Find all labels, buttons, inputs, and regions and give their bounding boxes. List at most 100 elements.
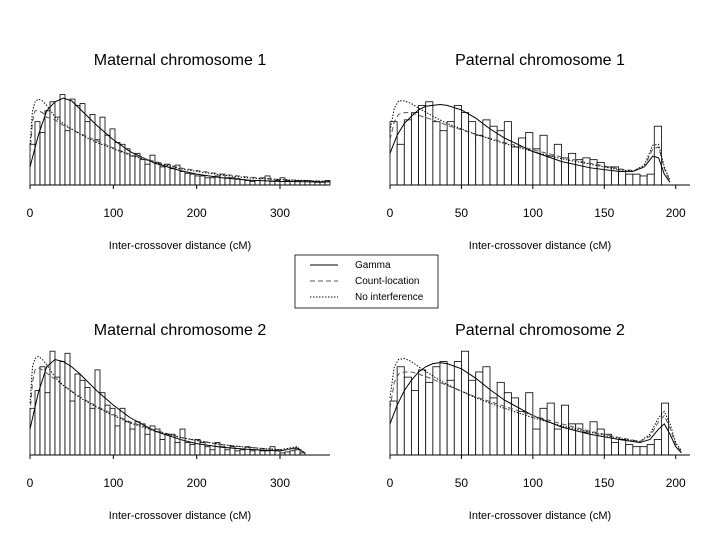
histogram-bar [204, 177, 211, 186]
histogram-bar [503, 121, 512, 186]
x-tick-label: 0 [387, 206, 394, 220]
histogram-bar [396, 366, 405, 456]
legend-label-count-location: Count-location [355, 276, 419, 287]
histogram-bar [74, 373, 81, 456]
x-tick-label: 50 [455, 206, 469, 220]
histogram-bar [204, 446, 211, 456]
histogram-bar [646, 173, 655, 186]
x-tick-label: 100 [103, 476, 123, 490]
histogram-bar [89, 114, 96, 186]
histogram-bar [54, 116, 61, 186]
x-tick-label: 300 [270, 206, 290, 220]
curve-gamma [389, 103, 671, 183]
histogram-bar [84, 121, 91, 186]
histogram-bar [539, 407, 548, 456]
histogram-bar [104, 134, 111, 186]
histogram-bar [553, 143, 562, 186]
histogram-bars [389, 101, 662, 186]
histogram-bar [189, 444, 196, 456]
histogram-bar [496, 381, 505, 456]
histogram-bar [239, 179, 246, 186]
histogram-bar [89, 407, 96, 456]
histogram-bar [403, 119, 412, 186]
histogram-bar [525, 392, 534, 456]
histogram-bar [618, 171, 627, 186]
histogram-bar [159, 166, 166, 186]
histogram-bar [194, 439, 201, 456]
histogram-bar [532, 428, 541, 456]
histogram-bar [44, 392, 51, 456]
x-tick-label: 300 [270, 476, 290, 490]
x-axis: 0 50 100 150 200 [387, 184, 690, 220]
histogram-bar [418, 369, 427, 456]
histogram-bar [618, 439, 627, 456]
panel-maternal-chromosome-1: Maternal chromosome 1 0 100 200 300 Inter-c… [27, 52, 331, 252]
histogram-bar [124, 421, 131, 456]
histogram-bar [59, 94, 66, 186]
x-axis-label: Inter-crossover distance (cM) [109, 510, 251, 522]
histogram-bar [475, 134, 484, 186]
histogram-bar [79, 103, 86, 186]
histogram-bar [274, 450, 281, 456]
histogram-bar [568, 152, 577, 186]
histogram-bar [209, 177, 216, 186]
density-curves [29, 97, 331, 183]
histogram-bar [84, 387, 91, 456]
histogram-bar [49, 101, 56, 186]
histogram-bar [114, 425, 121, 456]
panel-title: Maternal chromosome 1 [94, 52, 267, 69]
x-tick-label: 150 [594, 476, 614, 490]
histogram-bar [539, 134, 548, 186]
histogram-bar [99, 392, 106, 456]
histogram-bar [446, 379, 455, 456]
curve-no-interference [29, 98, 331, 182]
histogram-bar [511, 146, 519, 186]
histogram-bar [219, 173, 226, 186]
histogram-bar [561, 404, 569, 456]
histogram-bar [54, 376, 61, 456]
histogram-bar [39, 132, 46, 186]
curve-count-location [389, 371, 682, 453]
histogram-bar [144, 433, 151, 456]
histogram-bar [259, 450, 266, 456]
histogram-bar [194, 175, 201, 186]
histogram-bar [461, 350, 469, 456]
histogram-bar [209, 449, 216, 456]
histogram-bar [49, 350, 56, 456]
histogram-bar [224, 449, 231, 456]
x-axis-label: Inter-crossover distance (cM) [109, 240, 251, 252]
x-tick-label: 0 [387, 476, 394, 490]
x-tick-label: 200 [187, 206, 207, 220]
histogram-bar [489, 397, 498, 456]
histogram-bar [234, 450, 241, 456]
histogram-bar [159, 439, 166, 456]
histogram-bar [653, 439, 662, 456]
curve-gamma [389, 362, 682, 454]
histogram-bar [149, 154, 156, 186]
curve-no-interference [389, 100, 671, 181]
histogram-bar [468, 121, 477, 186]
histogram-bar [496, 130, 505, 186]
histogram-bar [244, 180, 251, 186]
histogram-bar [299, 180, 306, 186]
histogram-bar [632, 446, 641, 456]
histogram-bar [289, 450, 296, 456]
histogram-bar [511, 397, 519, 456]
histogram-bar [94, 369, 101, 456]
histogram-bar [646, 444, 655, 456]
x-tick-label: 200 [666, 476, 686, 490]
panel-paternal-chromosome-1: Paternal chromosome 1 0 50 100 150 200 Inter… [387, 52, 690, 252]
histogram-bar [144, 163, 151, 186]
histogram-bar [411, 112, 419, 186]
histogram-bar [294, 449, 301, 456]
legend-label-gamma: Gamma [355, 260, 391, 271]
histogram-bar [79, 379, 86, 456]
histogram-bar [134, 421, 141, 456]
x-tick-label: 100 [103, 206, 123, 220]
histogram-bar [199, 175, 206, 186]
curve-count-location [29, 367, 306, 454]
histogram-bar [164, 433, 171, 456]
histogram-bar [546, 155, 555, 186]
panel-maternal-chromosome-2: Maternal chromosome 2 0 100 200 300 Inter-c… [27, 322, 330, 522]
